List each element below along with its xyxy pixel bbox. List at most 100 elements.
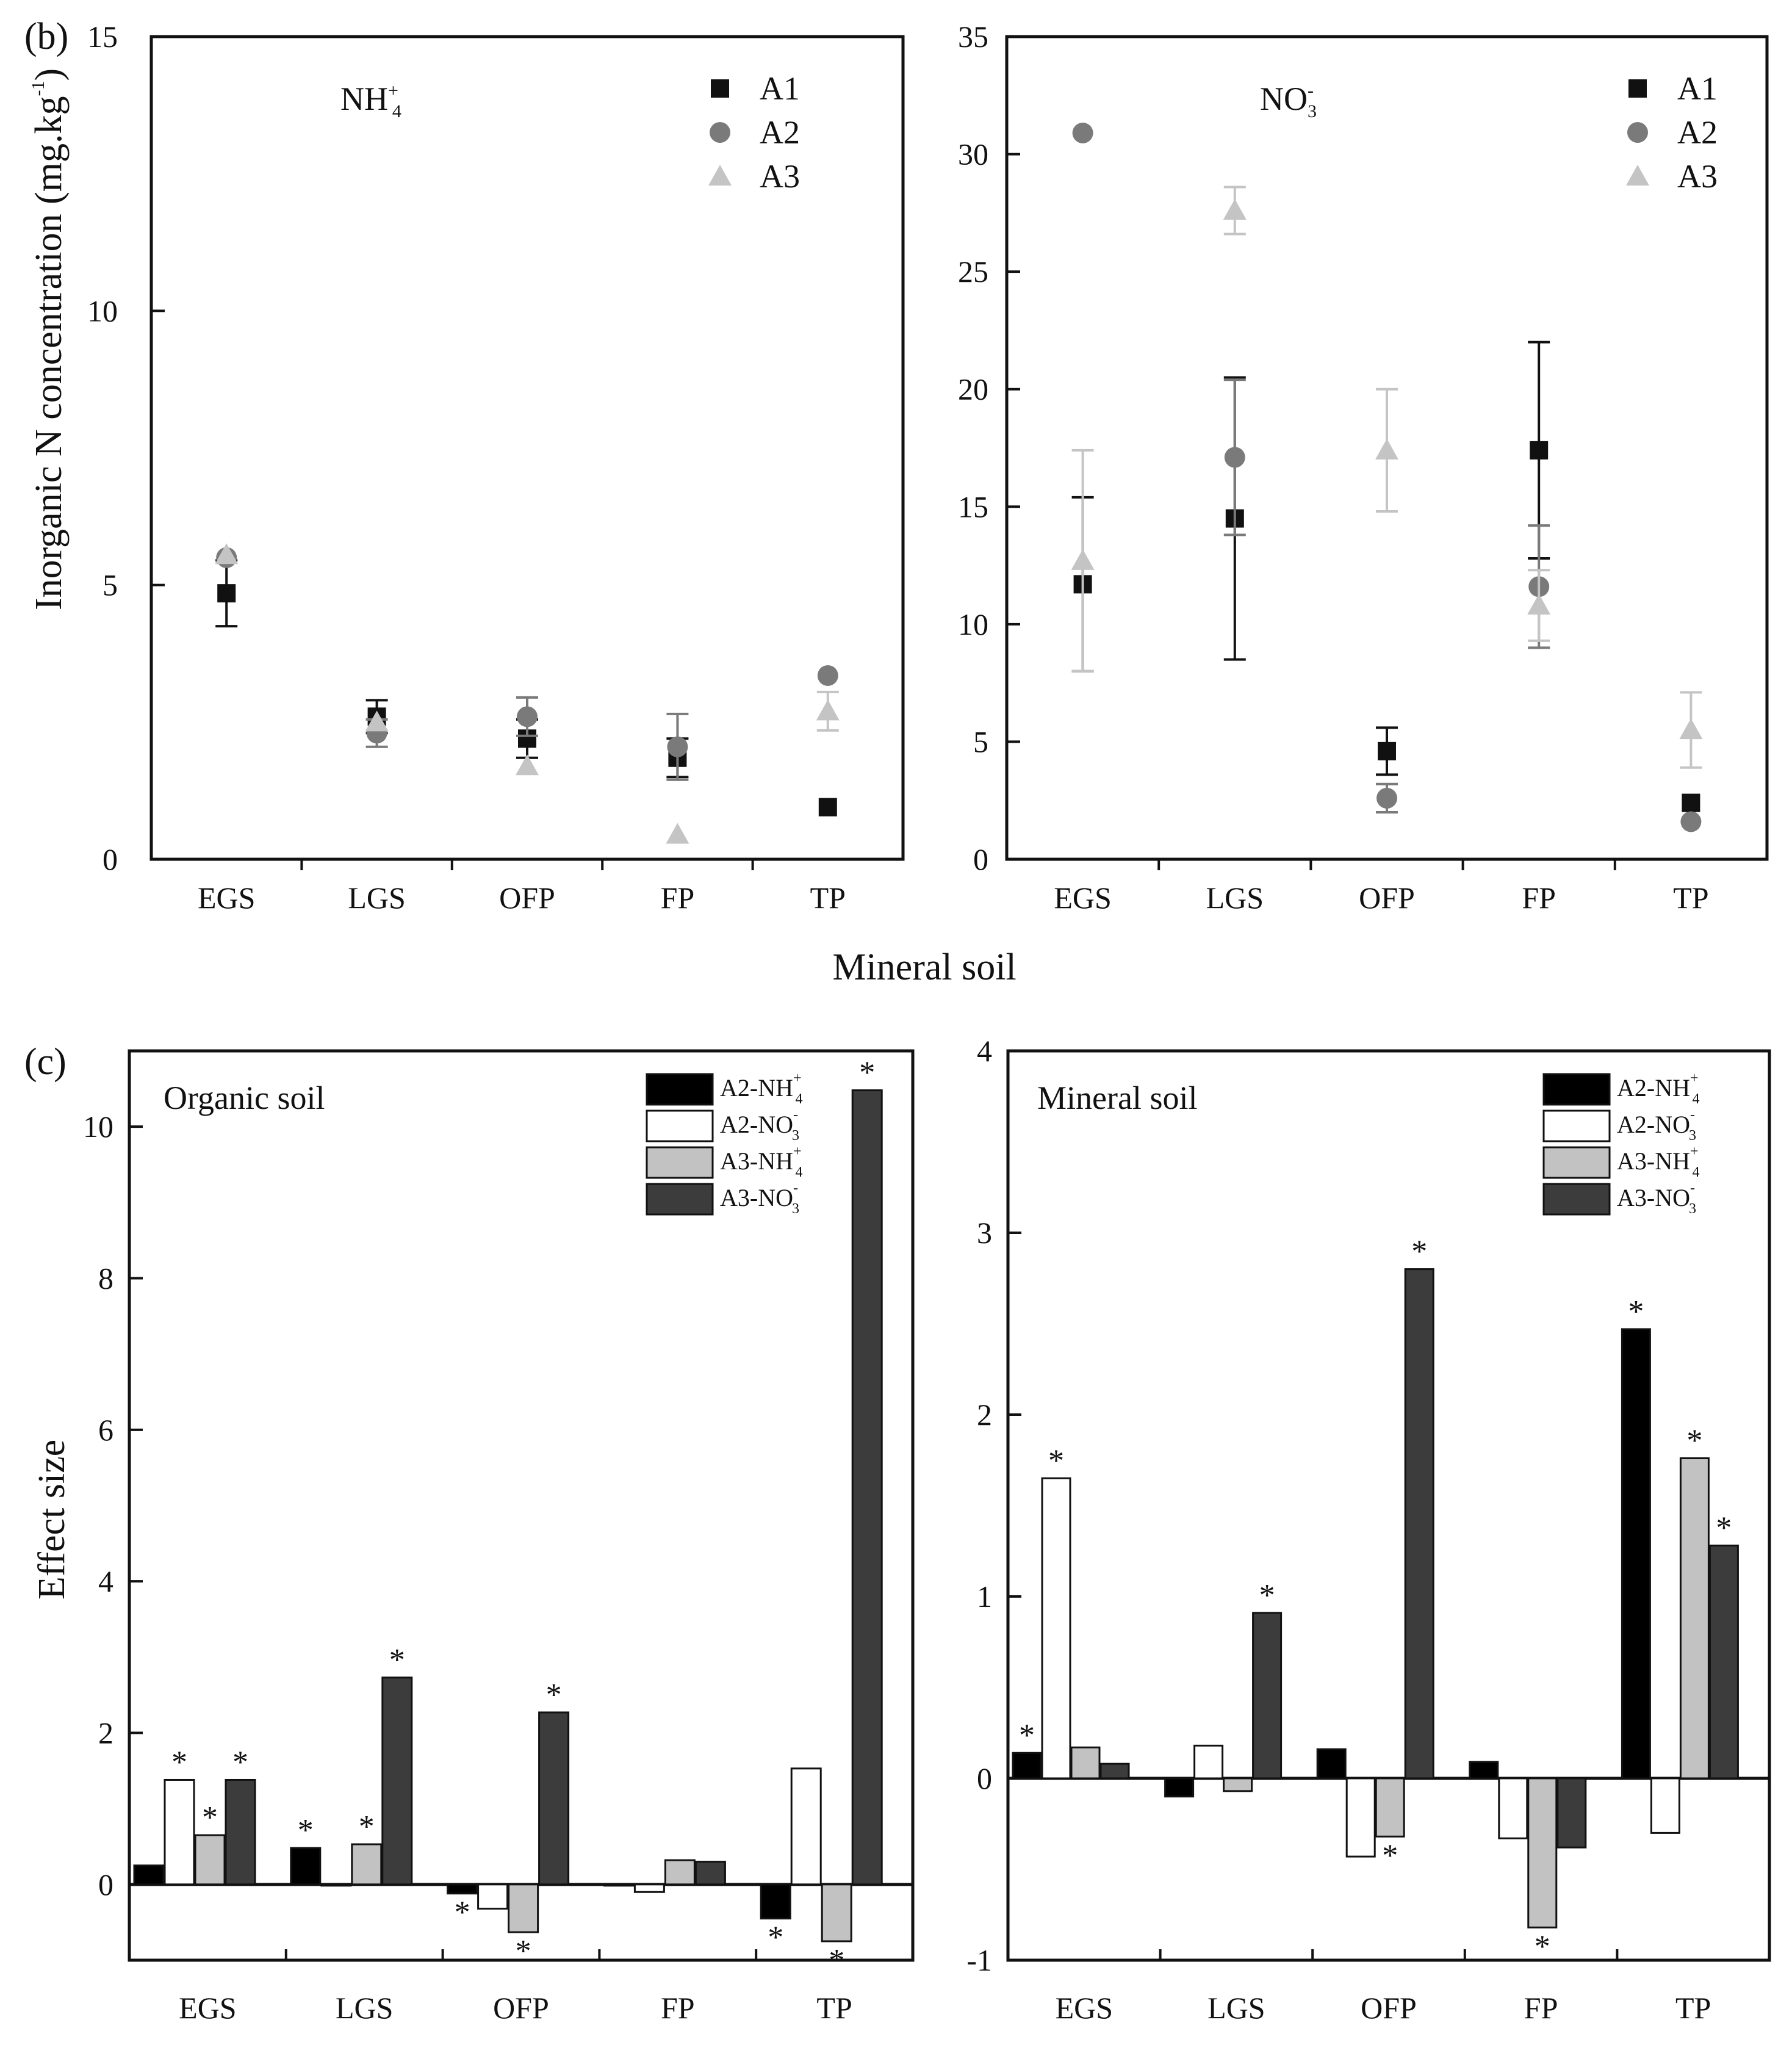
c1-y-tick-label: 2 xyxy=(98,1716,113,1750)
c2-bar-a3-nh4 xyxy=(1679,1457,1710,1780)
panel-b-tag: (b) xyxy=(24,16,68,57)
b2-y-tick-label: 20 xyxy=(958,372,988,406)
b2-point-a1 xyxy=(1682,793,1700,812)
c1-bar-a2-no3 xyxy=(164,1778,195,1886)
c1-legend-label: A3-NO-3 xyxy=(720,1180,799,1217)
c2-bar-a2-nh4 xyxy=(1469,1761,1499,1780)
b2-point-a3 xyxy=(1223,199,1247,220)
b2-point-a2 xyxy=(1376,787,1397,809)
c2-y-tick-label: 2 xyxy=(977,1398,992,1432)
panel-b-y-axis-label: Inorganic N concentration (mg.kg-1) xyxy=(28,68,70,610)
b2-legend-label: A2 xyxy=(1677,114,1718,151)
c1-significance-star: * xyxy=(171,1745,187,1780)
c1-bar-a3-nh4 xyxy=(351,1843,383,1886)
c1-bar-a2-no3 xyxy=(477,1883,509,1910)
c2-bar-a2-nh4 xyxy=(1316,1748,1347,1780)
b1-x-tick-label: EGS xyxy=(198,881,255,915)
c2-bar-a2-no3 xyxy=(1041,1477,1071,1780)
c2-x-tick-label: EGS xyxy=(1056,1991,1113,2025)
c1-legend-label: A2-NO-3 xyxy=(720,1107,799,1144)
c1-significance-star: * xyxy=(768,1921,783,1955)
b1-y-tick-label: 0 xyxy=(103,842,118,876)
c1-significance-star: * xyxy=(389,1643,405,1678)
c2-bar-a2-nh4 xyxy=(1621,1328,1651,1780)
c2-significance-star: * xyxy=(1628,1294,1644,1329)
c1-bar-a3-nh4 xyxy=(194,1834,226,1886)
c2-legend-swatch xyxy=(1542,1183,1611,1216)
b1-point-a1 xyxy=(818,798,837,817)
c2-y-tick-label: 3 xyxy=(977,1216,992,1250)
c2-bar-a3-nh4 xyxy=(1070,1746,1101,1780)
b1-point-a1 xyxy=(217,584,236,603)
c1-significance-star: * xyxy=(859,1056,875,1091)
panel-c-tag: (c) xyxy=(24,1041,67,1083)
c1-significance-star: * xyxy=(202,1800,218,1835)
c2-bar-a2-nh4 xyxy=(1164,1777,1195,1798)
c2-bar-a2-no3 xyxy=(1193,1744,1224,1780)
c2-significance-star: * xyxy=(1535,1929,1550,1964)
b2-point-a3 xyxy=(1679,718,1703,740)
c2-bar-a3-nh4 xyxy=(1527,1777,1558,1928)
b1-x-tick-label: LGS xyxy=(348,881,405,915)
c2-frame xyxy=(1006,1049,1771,1962)
c1-significance-star: * xyxy=(232,1745,248,1780)
c1-legend-label: A3-NH+ 4 xyxy=(720,1144,803,1180)
c1-x-tick-label: LGS xyxy=(336,1991,393,2025)
c2-bar-a2-no3 xyxy=(1345,1777,1376,1858)
b1-point-a2 xyxy=(517,706,538,727)
c1-significance-star: * xyxy=(829,1943,844,1978)
b2-y-tick-label: 25 xyxy=(958,254,988,289)
c1-bar-a2-nh4 xyxy=(760,1883,791,1920)
c1-x-tick-label: TP xyxy=(816,1991,852,2025)
b2-legend-marker-a2 xyxy=(1627,122,1648,143)
b2-x-tick-label: LGS xyxy=(1206,881,1264,915)
c2-legend-swatch xyxy=(1542,1146,1611,1179)
b2-x-tick-label: TP xyxy=(1673,881,1708,915)
b1-point-a3 xyxy=(516,754,539,776)
b1-legend-marker-a3 xyxy=(708,165,732,186)
b2-y-tick-label: 30 xyxy=(958,137,988,171)
c2-y-tick-label: 0 xyxy=(977,1761,992,1795)
b1-point-a2 xyxy=(667,736,688,757)
c1-frame xyxy=(128,1049,915,1962)
c1-y-tick-label: 4 xyxy=(98,1564,113,1598)
c1-bar-a3-no3 xyxy=(381,1676,413,1886)
c2-y-tick-label: 1 xyxy=(977,1579,992,1614)
b1-y-tick-label: 15 xyxy=(87,20,118,54)
c1-x-tick-label: OFP xyxy=(493,1991,549,2025)
c1-significance-star: * xyxy=(546,1678,562,1712)
b1-frame xyxy=(149,35,905,861)
c2-significance-star: * xyxy=(1686,1424,1702,1459)
b1-x-tick-label: OFP xyxy=(499,881,555,915)
c2-bar-a3-no3 xyxy=(1099,1762,1130,1780)
b1-point-a3 xyxy=(666,823,689,844)
c2-significance-star: * xyxy=(1716,1511,1732,1546)
c2-bar-a2-no3 xyxy=(1498,1777,1528,1839)
c2-legend-swatch xyxy=(1542,1109,1611,1142)
c2-significance-star: * xyxy=(1259,1578,1275,1613)
c2-bar-a3-no3 xyxy=(1556,1777,1587,1849)
c1-y-tick-label: 8 xyxy=(98,1261,113,1296)
c2-significance-star: * xyxy=(1048,1443,1064,1478)
b2-y-tick-label: 0 xyxy=(973,842,988,876)
c1-significance-star: * xyxy=(455,1896,470,1930)
b2-title: NO-3 xyxy=(1260,81,1317,121)
c2-bar-a3-no3 xyxy=(1252,1612,1283,1780)
c2-y-tick-label: 4 xyxy=(977,1034,992,1068)
b1-x-tick-label: TP xyxy=(810,881,846,915)
c2-legend-label: A2-NH+ 4 xyxy=(1617,1070,1700,1107)
b1-legend-marker-a1 xyxy=(711,79,729,98)
c2-bar-a3-nh4 xyxy=(1223,1777,1253,1792)
c1-significance-star: * xyxy=(359,1809,375,1844)
b2-legend-label: A3 xyxy=(1677,158,1718,195)
c1-bar-a2-no3 xyxy=(320,1883,352,1887)
c1-significance-star: * xyxy=(298,1813,314,1848)
b2-point-a2 xyxy=(1072,122,1093,143)
c1-bar-a3-nh4 xyxy=(664,1859,696,1886)
b2-y-tick-label: 10 xyxy=(958,607,988,641)
b2-point-a2 xyxy=(1224,447,1245,468)
b2-point-a3 xyxy=(1375,438,1398,460)
c2-bar-a3-no3 xyxy=(1708,1545,1739,1780)
b1-title: NH+ 4 xyxy=(340,81,401,121)
c2-x-tick-label: OFP xyxy=(1361,1991,1417,2025)
